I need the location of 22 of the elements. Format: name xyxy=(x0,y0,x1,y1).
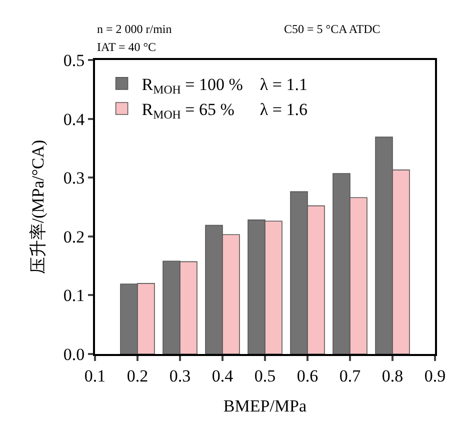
y-tick-label: 0.3 xyxy=(63,168,85,188)
x-tick-label: 0.4 xyxy=(212,366,234,386)
y-tick-label: 0.5 xyxy=(63,50,85,70)
text: n = 2 000 r/min xyxy=(97,22,172,36)
x-tick-label: 0.2 xyxy=(126,366,148,386)
x-axis-title: BMEP/MPa xyxy=(223,396,308,416)
x-tick-label: 0.9 xyxy=(424,366,446,386)
y-axis-title: 压升率/(MPa/°CA) xyxy=(28,140,48,274)
text: IAT = 40 °C xyxy=(97,40,156,54)
x-tick-label: 0.8 xyxy=(382,366,404,386)
legend-label: R$_{MOH}$ = 100 % λ = 1.1 xyxy=(142,75,308,97)
y-tick-label: 0.1 xyxy=(63,286,85,306)
y-tick-label: 0.0 xyxy=(63,344,85,364)
x-tick-label: 0.3 xyxy=(169,366,191,386)
x-tick-label: 0.7 xyxy=(339,366,362,386)
x-tick-label: 0.5 xyxy=(254,366,276,386)
text: C50 = 5 °CA ATDC xyxy=(284,22,380,36)
legend-label: R$_{MOH}$ = 65 % λ = 1.6 xyxy=(142,100,308,122)
x-tick-label: 0.6 xyxy=(296,366,318,386)
y-tick-label: 0.2 xyxy=(63,227,85,246)
x-tick-label: 0.1 xyxy=(84,366,106,386)
y-tick-label: 0.4 xyxy=(63,110,86,129)
